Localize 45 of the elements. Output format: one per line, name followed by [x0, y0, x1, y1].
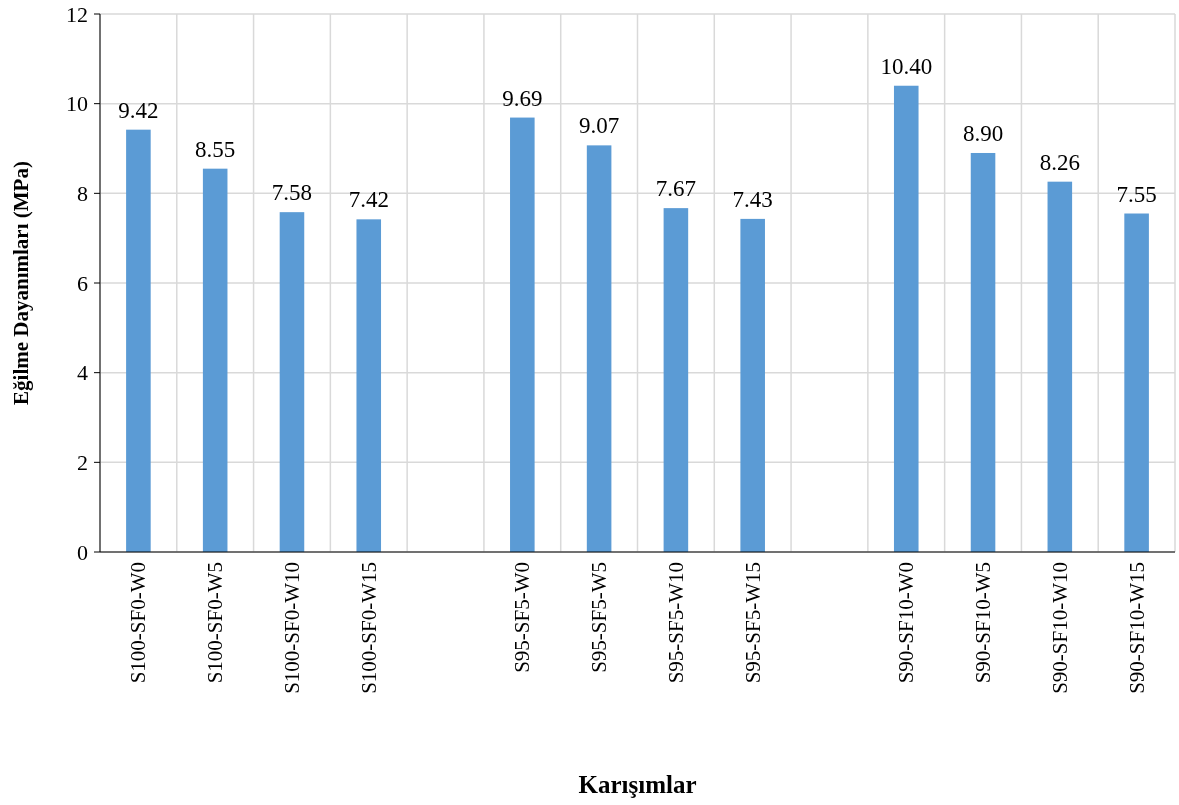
y-axis-title: Eğilme Dayanımları (MPa) [9, 161, 33, 405]
x-tick-label: S100-SF0-W15 [356, 562, 381, 694]
x-tick-label: S100-SF0-W5 [203, 562, 228, 684]
x-tick-label: S90-SF10-W5 [971, 562, 996, 684]
data-label: 8.26 [1039, 149, 1080, 175]
data-label: 7.58 [271, 180, 313, 206]
x-tick-label: S95-SF5-W10 [663, 562, 688, 684]
bar [740, 218, 765, 552]
bar [586, 145, 612, 552]
data-label: 7.42 [348, 187, 389, 213]
data-label: 9.69 [502, 85, 543, 111]
y-tick-label: 0 [77, 539, 88, 565]
data-label: 7.67 [655, 176, 697, 202]
bar [510, 117, 535, 552]
x-tick-label: S95-SF5-W15 [740, 562, 765, 684]
bar [356, 219, 382, 552]
x-tick-label: S90-SF10-W15 [1124, 562, 1149, 694]
y-tick-label: 12 [66, 1, 88, 27]
x-tick-label: S100-SF0-W10 [279, 562, 304, 694]
bar [126, 129, 151, 552]
data-label: 8.90 [962, 120, 1004, 146]
data-label: 10.40 [880, 53, 933, 79]
data-label: 9.42 [118, 97, 159, 123]
x-tick-label: S95-SF5-W0 [510, 562, 535, 673]
data-label: 7.55 [1116, 181, 1157, 207]
y-tick-label: 4 [77, 360, 88, 386]
bar [1124, 213, 1149, 552]
data-label: 8.55 [195, 136, 236, 162]
y-tick-label: 6 [77, 270, 88, 296]
x-tick-label: S90-SF10-W10 [1047, 562, 1072, 694]
y-tick-label: 8 [77, 181, 88, 207]
y-tick-label: 10 [66, 91, 88, 117]
bar [970, 152, 996, 552]
bar [663, 208, 689, 552]
x-tick-label: S90-SF10-W0 [894, 562, 919, 684]
data-label: 7.43 [732, 186, 773, 212]
bar [202, 168, 228, 552]
data-label: 9.07 [578, 113, 620, 139]
x-tick-label: S95-SF5-W5 [587, 562, 612, 673]
bar [1047, 181, 1073, 552]
bar [279, 212, 305, 552]
x-tick-label: S100-SF0-W0 [126, 562, 151, 684]
x-axis-title: Karışımlar [578, 771, 697, 798]
y-tick-label: 2 [77, 450, 88, 476]
bar [893, 85, 919, 552]
